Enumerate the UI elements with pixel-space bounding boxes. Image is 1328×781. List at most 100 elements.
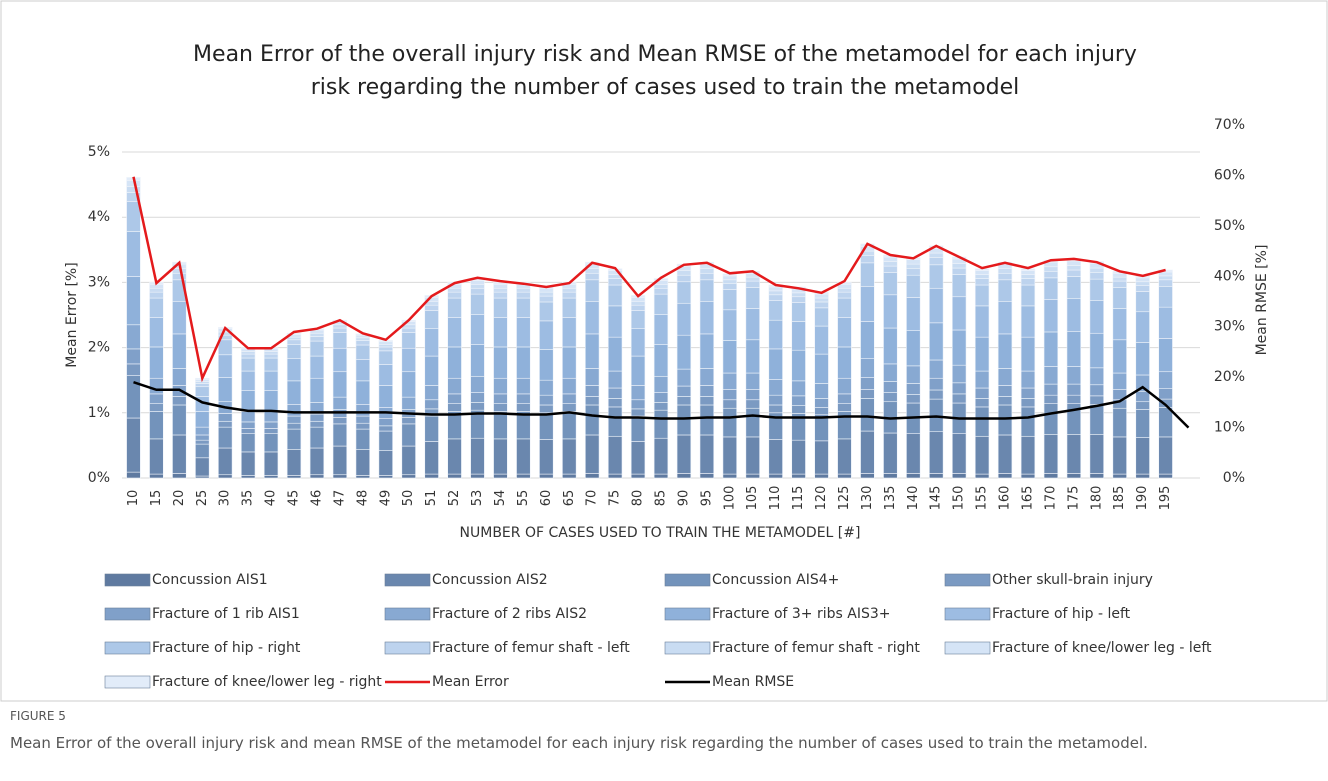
- bar-segment: [791, 349, 806, 382]
- bar-segment: [539, 394, 554, 406]
- bar-segment: [286, 404, 302, 417]
- bar-segment: [1066, 269, 1082, 277]
- bar-segment: [860, 389, 875, 399]
- bar-segment: [1089, 278, 1104, 301]
- bar-segment: [974, 270, 990, 275]
- bar-segment: [768, 290, 783, 296]
- bar-segment: [906, 297, 921, 331]
- bar-segment: [837, 438, 852, 475]
- bar-segment: [906, 433, 921, 474]
- bar-segment: [126, 417, 141, 473]
- bar-segment: [263, 421, 279, 429]
- bar-segment: [309, 420, 325, 428]
- bar-segment: [951, 267, 967, 275]
- bar-segment: [837, 473, 852, 479]
- bar-segment: [539, 379, 554, 396]
- bar-segment: [470, 375, 485, 393]
- bar-segment: [883, 256, 898, 262]
- bar-segment: [1158, 473, 1173, 479]
- bar-segment: [1112, 272, 1127, 278]
- bar-segment: [332, 347, 348, 373]
- x-tick-label: 170: [1043, 486, 1058, 511]
- x-tick-label: 125: [837, 486, 852, 511]
- bar-segment: [378, 385, 393, 408]
- bar-segment: [309, 413, 325, 422]
- bar-segment: [1158, 306, 1173, 339]
- bar-segment: [424, 310, 439, 329]
- bar-segment: [699, 268, 715, 274]
- bar-segment: [1135, 281, 1150, 286]
- bar-segment: [607, 370, 623, 389]
- bar-segment: [562, 438, 577, 475]
- bar-segment: [951, 433, 967, 474]
- bar-segment: [378, 430, 393, 451]
- x-tick-label: 65: [562, 490, 577, 507]
- bar-segment: [126, 201, 141, 232]
- bar-segment: [218, 420, 233, 428]
- legend-label: Mean RMSE: [712, 674, 794, 690]
- bar-segment: [126, 186, 141, 193]
- bar-segment: [355, 344, 371, 360]
- bar-segment: [332, 332, 348, 349]
- bar-segment: [149, 291, 164, 299]
- bar-segment: [1043, 266, 1059, 272]
- bar-segment: [630, 385, 646, 401]
- bar-segment: [722, 372, 737, 390]
- bar-segment: [791, 292, 806, 298]
- bar-segment: [768, 439, 783, 475]
- bar-segment: [1043, 403, 1059, 435]
- bar-segment: [1066, 265, 1082, 271]
- bar-segment: [768, 294, 783, 301]
- bar-segment: [745, 372, 760, 390]
- bar-segment: [195, 443, 210, 459]
- y-tick-label: 5%: [88, 144, 110, 160]
- bar-segment: [653, 314, 669, 345]
- bar-segment: [378, 364, 393, 386]
- bar-segment: [1135, 437, 1150, 475]
- legend-swatch: [664, 573, 711, 587]
- figure-label: FIGURE 5: [10, 709, 66, 723]
- bar-segment: [195, 457, 210, 477]
- bar-segment: [539, 295, 554, 303]
- x-tick-label: 145: [929, 486, 944, 511]
- bar-segment: [1043, 473, 1059, 479]
- y-tick-label: 3%: [88, 274, 110, 290]
- bar-segment: [768, 394, 783, 406]
- legend-label: Concussion AIS2: [432, 572, 548, 588]
- bar-segment: [791, 380, 806, 397]
- bar-segment: [195, 386, 210, 397]
- bar-segment: [332, 371, 348, 398]
- legend-swatch: [664, 607, 711, 621]
- bar-segment: [126, 276, 141, 326]
- y2-tick-label: 20%: [1214, 369, 1245, 385]
- bar-segment: [653, 293, 669, 315]
- bar-segment: [378, 418, 393, 427]
- bar-segment: [699, 473, 715, 479]
- x-tick-label: 60: [539, 490, 554, 507]
- legend-swatch: [104, 573, 151, 587]
- bar-segment: [906, 383, 921, 395]
- bar-segment: [401, 327, 416, 333]
- bar-segment: [309, 474, 325, 479]
- bar-segment: [1066, 383, 1082, 396]
- legend-label: Fracture of hip - left: [992, 606, 1131, 622]
- bar-segment: [974, 387, 990, 399]
- bar-segment: [929, 257, 944, 266]
- bar-segment: [539, 349, 554, 381]
- bar-segment: [653, 437, 669, 475]
- bar-segment: [493, 473, 508, 479]
- bar-segment: [929, 264, 944, 289]
- bar-segment: [493, 403, 508, 412]
- bar-segment: [195, 411, 210, 428]
- x-tick-label: 75: [608, 490, 623, 507]
- bar-segment: [149, 284, 164, 289]
- bar-segment: [906, 365, 921, 384]
- bar-segment: [1135, 409, 1150, 438]
- bar-segment: [286, 380, 302, 405]
- bar-segment: [240, 351, 256, 355]
- bar-segment: [837, 393, 852, 404]
- x-tick-label: 190: [1135, 486, 1150, 511]
- bar-segment: [699, 404, 715, 436]
- x-tick-label: 49: [378, 490, 393, 507]
